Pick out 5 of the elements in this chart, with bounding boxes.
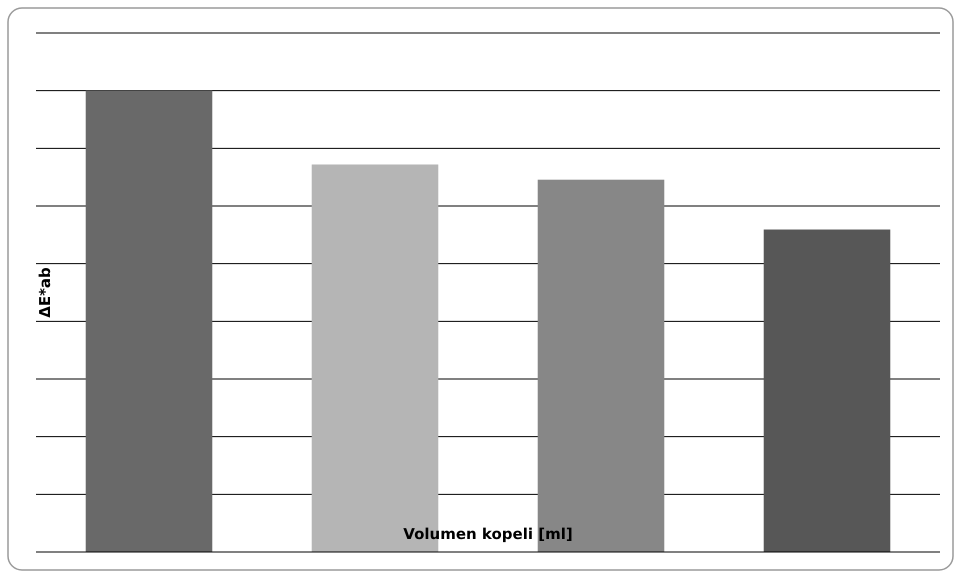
bar	[538, 180, 664, 552]
y-axis-title: ΔE*ab	[36, 266, 54, 318]
x-axis-title: Volumen kopeli [ml]	[403, 525, 573, 543]
bar	[86, 90, 212, 552]
bar	[764, 230, 890, 552]
